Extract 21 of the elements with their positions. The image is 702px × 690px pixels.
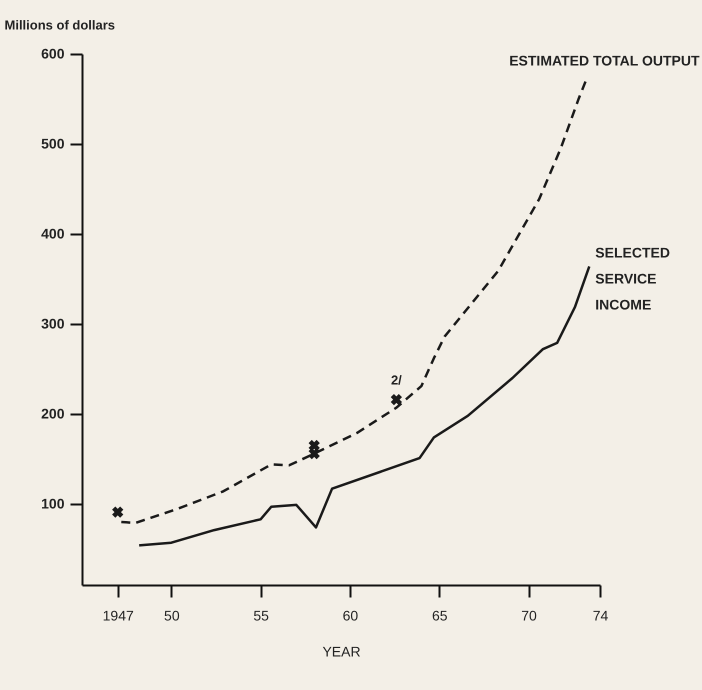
y-axis-title: Millions of dollars bbox=[4, 18, 116, 32]
y-tick-label: 400 bbox=[41, 226, 65, 242]
x-tick-label: 60 bbox=[342, 608, 358, 624]
point bbox=[112, 506, 124, 518]
y-tick-label: 600 bbox=[41, 46, 65, 62]
x-tick-label: 65 bbox=[432, 608, 448, 624]
x-tick-label: 70 bbox=[521, 608, 538, 624]
x-axis-title: YEAR bbox=[322, 644, 361, 660]
x-tick-label: 55 bbox=[253, 608, 270, 624]
annotation: 2/ bbox=[390, 372, 402, 388]
line-series bbox=[138, 265, 591, 547]
x-tick-label: 1947 bbox=[102, 608, 134, 624]
y-tick-label: 200 bbox=[41, 406, 65, 422]
x-tick-label: 50 bbox=[164, 608, 180, 624]
y-tick-label: 500 bbox=[41, 136, 65, 152]
series-label: ESTIMATED TOTAL OUTPUT bbox=[509, 52, 700, 68]
series-label: SELECTED SERVICE INCOME bbox=[595, 244, 670, 312]
point bbox=[390, 394, 402, 406]
x-tick-label: 74 bbox=[592, 608, 608, 624]
y-tick-label: 300 bbox=[41, 316, 65, 332]
y-tick-label: 100 bbox=[41, 496, 65, 512]
